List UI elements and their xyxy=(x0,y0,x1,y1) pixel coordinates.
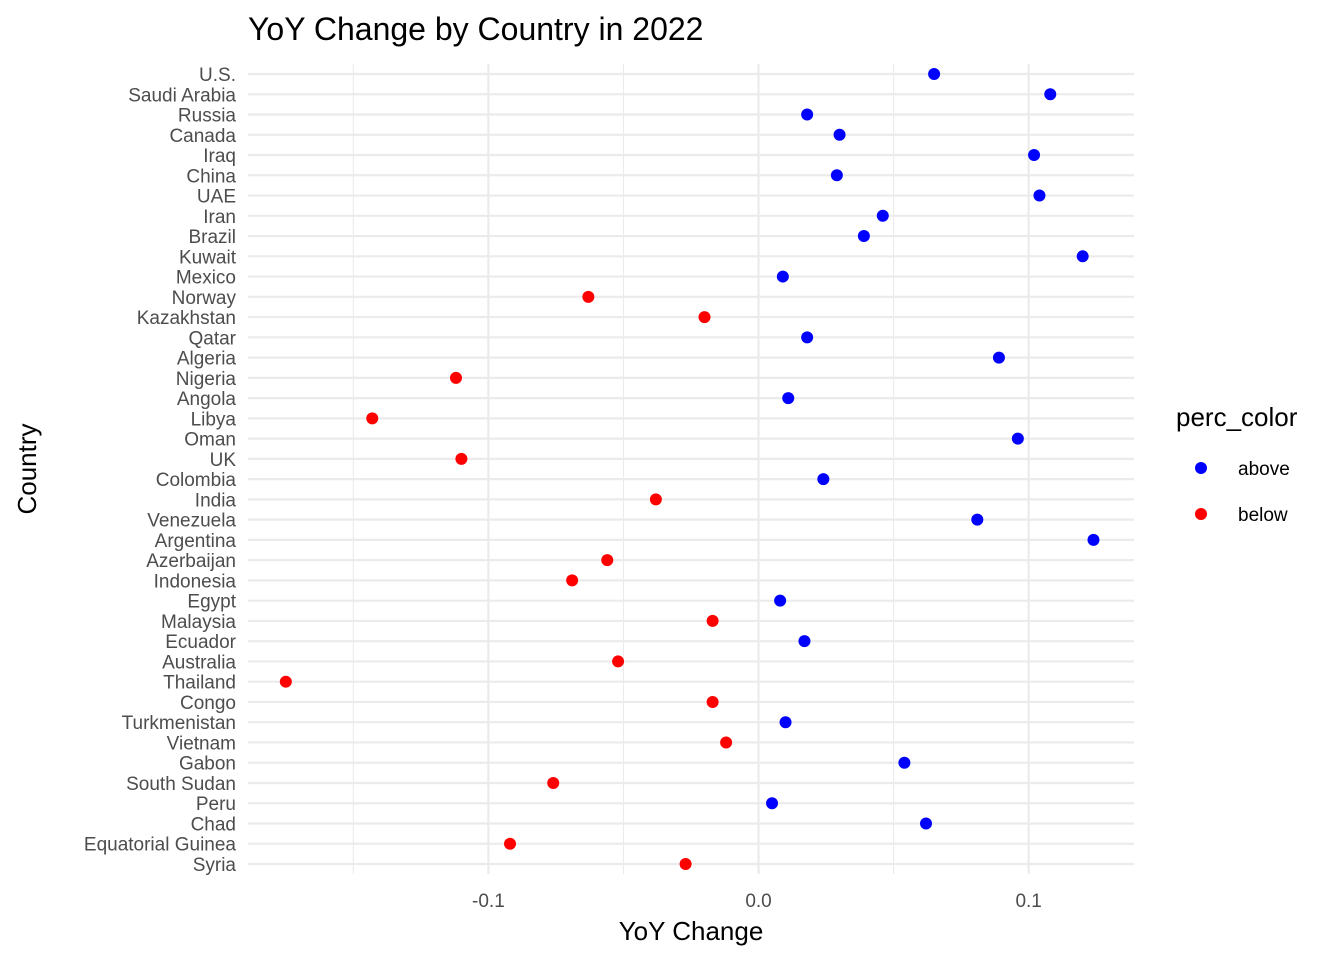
y-tick-label: Brazil xyxy=(188,227,236,248)
legend-key-above xyxy=(1195,462,1207,474)
legend: perc_color above below xyxy=(1176,402,1298,526)
data-point-below xyxy=(601,554,614,567)
data-point-above xyxy=(801,331,814,344)
data-point-below xyxy=(720,736,733,749)
data-point-above xyxy=(971,513,984,526)
y-tick-label: Turkmenistan xyxy=(122,713,236,734)
y-tick-label: Malaysia xyxy=(161,612,236,633)
y-tick-label: Thailand xyxy=(163,673,236,694)
x-axis-title: YoY Change xyxy=(619,916,764,946)
y-axis-tick-labels: U.S.Saudi ArabiaRussiaCanadaIraqChinaUAE… xyxy=(84,65,237,876)
data-point-above xyxy=(857,230,870,243)
data-point-above xyxy=(817,473,830,486)
data-point-below xyxy=(612,655,625,668)
data-point-above xyxy=(798,635,811,648)
data-points xyxy=(279,68,1100,870)
y-tick-label: Nigeria xyxy=(176,369,237,390)
data-point-below xyxy=(566,574,579,587)
y-tick-label: South Sudan xyxy=(126,774,236,795)
y-tick-label: Oman xyxy=(184,430,236,451)
data-point-above xyxy=(830,169,843,182)
data-point-above xyxy=(766,797,779,810)
y-tick-label: Iran xyxy=(203,207,236,228)
data-point-below xyxy=(706,614,719,627)
legend-label-below: below xyxy=(1238,505,1288,526)
y-tick-label: Angola xyxy=(177,389,237,410)
y-tick-label: Algeria xyxy=(177,349,237,370)
legend-title: perc_color xyxy=(1176,402,1298,432)
data-point-above xyxy=(1011,432,1024,445)
y-tick-label: Venezuela xyxy=(147,511,236,532)
y-tick-label: UK xyxy=(210,450,237,471)
data-point-above xyxy=(928,68,941,80)
data-point-above xyxy=(801,108,814,121)
y-tick-label: Equatorial Guinea xyxy=(84,835,237,856)
y-tick-label: Kuwait xyxy=(179,247,237,268)
data-point-above xyxy=(833,128,846,141)
y-tick-label: U.S. xyxy=(199,65,236,86)
y-tick-label: Congo xyxy=(180,693,236,714)
y-tick-label: Colombia xyxy=(156,470,237,491)
data-point-above xyxy=(876,209,889,222)
y-tick-label: Australia xyxy=(162,652,236,673)
data-point-below xyxy=(504,837,517,850)
data-point-below xyxy=(366,412,379,425)
data-point-above xyxy=(1076,250,1089,263)
data-point-below xyxy=(279,675,292,688)
data-point-below xyxy=(649,493,662,506)
data-point-below xyxy=(706,695,719,708)
data-point-above xyxy=(920,817,933,830)
y-tick-label: Azerbaijan xyxy=(146,551,236,572)
y-tick-label: India xyxy=(195,490,237,511)
data-point-above xyxy=(1028,149,1041,162)
data-point-above xyxy=(782,392,795,405)
y-tick-label: Saudi Arabia xyxy=(128,85,236,106)
y-tick-label: Chad xyxy=(191,814,236,835)
y-tick-label: Indonesia xyxy=(154,571,237,592)
y-tick-label: Ecuador xyxy=(165,632,236,653)
y-tick-label: Libya xyxy=(191,409,237,430)
data-point-below xyxy=(698,311,711,324)
y-tick-label: UAE xyxy=(197,187,236,208)
data-point-above xyxy=(776,270,789,283)
data-point-below xyxy=(455,452,468,465)
x-tick-label: 0.0 xyxy=(745,891,771,912)
x-tick-label: -0.1 xyxy=(472,891,505,912)
data-point-above xyxy=(774,594,787,607)
y-tick-label: Gabon xyxy=(179,754,236,775)
y-tick-label: Syria xyxy=(193,855,237,876)
data-point-below xyxy=(449,371,462,384)
y-axis-title: Country xyxy=(12,423,42,514)
x-axis-tick-labels: -0.1 0.0 0.1 xyxy=(472,891,1042,912)
y-tick-label: Kazakhstan xyxy=(137,308,236,329)
x-tick-label: 0.1 xyxy=(1015,891,1041,912)
y-tick-label: Egypt xyxy=(187,592,236,613)
data-point-above xyxy=(1087,533,1100,546)
y-tick-label: Argentina xyxy=(155,531,237,552)
data-point-above xyxy=(1044,88,1057,101)
y-tick-label: Vietnam xyxy=(167,733,236,754)
grid-layer xyxy=(248,64,1134,874)
legend-key-below xyxy=(1195,508,1207,520)
y-tick-label: Qatar xyxy=(188,328,236,349)
legend-entries: above below xyxy=(1195,459,1290,526)
data-point-above xyxy=(992,351,1005,364)
data-point-below xyxy=(547,776,560,789)
y-tick-label: Norway xyxy=(172,288,237,309)
y-tick-label: Canada xyxy=(169,126,236,147)
data-point-above xyxy=(779,716,792,729)
y-tick-label: Iraq xyxy=(203,146,236,167)
data-point-below xyxy=(582,290,595,303)
y-tick-label: Peru xyxy=(196,794,236,815)
chart-title: YoY Change by Country in 2022 xyxy=(248,11,703,47)
y-tick-label: Mexico xyxy=(176,268,236,289)
data-point-above xyxy=(898,756,911,769)
data-point-below xyxy=(679,858,692,870)
data-point-above xyxy=(1033,189,1046,202)
legend-label-above: above xyxy=(1238,459,1290,480)
y-tick-label: Russia xyxy=(178,106,237,127)
y-tick-label: China xyxy=(186,166,236,187)
